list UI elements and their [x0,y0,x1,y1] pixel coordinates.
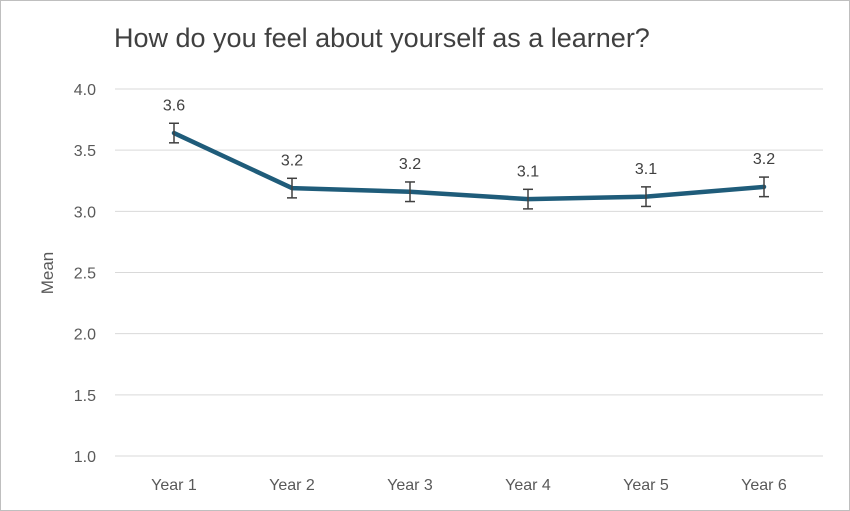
y-tick-label: 1.0 [74,449,96,466]
series-line [171,130,767,202]
chart-title: How do you feel about yourself as a lear… [114,23,650,53]
y-tick-label: 3.0 [74,204,96,221]
x-tick-label: Year 4 [505,477,551,494]
data-label: 3.2 [281,152,303,169]
data-label: 3.1 [517,163,539,180]
x-tick-label: Year 6 [741,477,787,494]
y-tick-label: 1.5 [74,388,96,405]
y-axis-label: Mean [38,252,57,295]
data-label: 3.6 [163,97,185,114]
x-tick-label: Year 2 [269,477,315,494]
x-axis-ticks: Year 1 Year 2 Year 3 Year 4 Year 5 Year 6 [151,477,787,494]
data-label: 3.2 [753,151,775,168]
y-tick-label: 2.0 [74,327,96,344]
gridlines [115,88,823,457]
y-tick-label: 4.0 [74,82,96,99]
x-tick-label: Year 3 [387,477,433,494]
x-tick-label: Year 5 [623,477,669,494]
series-layer: 3.6 3.2 3.2 3.1 3.1 3.2 [163,97,775,210]
y-tick-label: 3.5 [74,143,96,160]
x-tick-label: Year 1 [151,477,197,494]
y-axis-ticks: 1.0 1.5 2.0 2.5 3.0 3.5 4.0 [74,82,96,466]
data-label: 3.2 [399,156,421,173]
y-tick-label: 2.5 [74,266,96,283]
data-label: 3.1 [635,161,657,178]
